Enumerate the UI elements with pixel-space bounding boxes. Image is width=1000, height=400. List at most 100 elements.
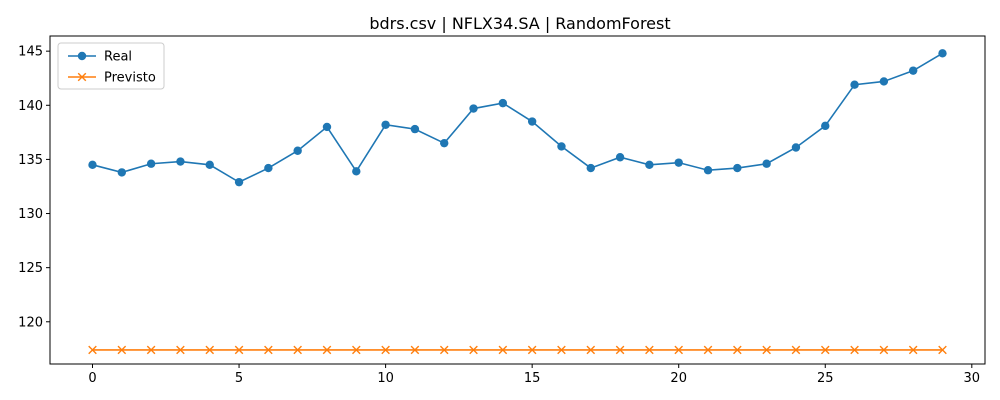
data-point bbox=[938, 345, 947, 355]
x-marker-stroke bbox=[205, 345, 215, 355]
data-point bbox=[879, 77, 889, 86]
x-marker-stroke bbox=[615, 345, 625, 355]
data-point bbox=[117, 168, 127, 177]
x-tick-label: 25 bbox=[817, 371, 834, 386]
data-point bbox=[703, 345, 713, 355]
legend-label: Previsto bbox=[104, 71, 156, 86]
data-point bbox=[821, 121, 830, 131]
x-marker-stroke bbox=[938, 345, 947, 355]
x-tick-label: 15 bbox=[524, 371, 541, 386]
data-point bbox=[645, 345, 654, 355]
x-marker-stroke bbox=[762, 345, 771, 355]
x-marker-stroke bbox=[557, 345, 566, 355]
data-point bbox=[439, 345, 449, 355]
series-line-0 bbox=[92, 52, 943, 184]
x-marker-stroke bbox=[908, 345, 918, 355]
legend-entry: Real bbox=[68, 50, 132, 65]
data-point bbox=[352, 167, 361, 176]
data-point bbox=[264, 163, 273, 173]
x-tick-label: 10 bbox=[377, 371, 394, 386]
data-point bbox=[674, 158, 683, 167]
data-point bbox=[322, 345, 332, 355]
data-point bbox=[264, 345, 273, 355]
data-point bbox=[440, 138, 449, 148]
data-point bbox=[176, 157, 185, 166]
data-point bbox=[791, 345, 801, 355]
data-point bbox=[410, 124, 420, 134]
x-marker-stroke bbox=[234, 345, 244, 355]
x-marker-stroke bbox=[850, 345, 859, 355]
legend-marker bbox=[77, 72, 87, 82]
data-point bbox=[469, 345, 478, 355]
data-point bbox=[850, 345, 859, 355]
x-marker-stroke bbox=[351, 345, 361, 355]
x-marker-stroke bbox=[117, 345, 127, 355]
x-marker-stroke bbox=[791, 345, 801, 355]
data-point bbox=[381, 120, 390, 129]
x-marker-stroke bbox=[674, 345, 684, 355]
data-point bbox=[850, 80, 859, 89]
legend-label: Real bbox=[104, 50, 132, 65]
data-point bbox=[293, 146, 302, 155]
data-point bbox=[293, 345, 302, 355]
y-tick-label: 125 bbox=[18, 261, 43, 276]
y-tick-label: 140 bbox=[18, 99, 43, 114]
data-point bbox=[527, 117, 537, 126]
data-point bbox=[908, 66, 918, 75]
data-point bbox=[410, 345, 420, 355]
x-marker-stroke bbox=[733, 345, 742, 355]
x-marker-stroke bbox=[88, 345, 97, 355]
data-point bbox=[88, 160, 97, 170]
x-marker-stroke bbox=[703, 345, 713, 355]
data-point bbox=[205, 345, 215, 355]
legend-entry: Previsto bbox=[68, 71, 156, 86]
x-marker-stroke bbox=[469, 345, 478, 355]
data-point bbox=[791, 143, 801, 152]
data-point bbox=[351, 345, 361, 355]
data-point bbox=[674, 345, 684, 355]
plot-frame bbox=[49, 35, 986, 365]
data-point bbox=[733, 163, 742, 173]
data-point bbox=[146, 159, 156, 168]
x-marker-stroke bbox=[498, 345, 508, 355]
data-point bbox=[908, 345, 918, 355]
x-marker-stroke bbox=[410, 345, 420, 355]
x-marker-stroke bbox=[293, 345, 302, 355]
x-tick-label: 30 bbox=[964, 371, 981, 386]
data-point bbox=[557, 345, 566, 355]
y-tick-label: 130 bbox=[18, 207, 43, 222]
x-marker-stroke bbox=[322, 345, 332, 355]
y-tick-label: 120 bbox=[18, 315, 43, 330]
data-point bbox=[322, 122, 332, 132]
data-point bbox=[205, 160, 214, 170]
data-point bbox=[117, 345, 127, 355]
x-marker-stroke bbox=[645, 345, 654, 355]
data-point bbox=[469, 104, 478, 113]
data-point bbox=[176, 345, 185, 355]
data-point bbox=[527, 345, 537, 355]
data-point bbox=[234, 177, 244, 187]
chart-title: bdrs.csv | NFLX34.SA | RandomForest bbox=[369, 14, 670, 33]
x-tick-label: 20 bbox=[670, 371, 687, 386]
x-marker-stroke bbox=[820, 345, 830, 355]
x-marker-stroke bbox=[439, 345, 449, 355]
data-point bbox=[146, 345, 156, 355]
data-point bbox=[879, 345, 889, 355]
data-point bbox=[938, 49, 947, 58]
data-point bbox=[381, 345, 390, 355]
x-marker-stroke bbox=[879, 345, 889, 355]
data-point bbox=[645, 160, 654, 170]
data-point bbox=[498, 98, 508, 108]
data-point bbox=[703, 166, 713, 175]
data-point bbox=[615, 345, 625, 355]
x-tick-label: 0 bbox=[88, 371, 96, 386]
data-point bbox=[820, 345, 830, 355]
x-marker-stroke bbox=[176, 345, 185, 355]
data-point bbox=[733, 345, 742, 355]
data-point bbox=[586, 163, 595, 173]
data-point bbox=[88, 345, 97, 355]
legend: Real Previsto bbox=[57, 42, 165, 90]
y-tick-label: 145 bbox=[18, 45, 43, 60]
x-marker-stroke bbox=[264, 345, 273, 355]
